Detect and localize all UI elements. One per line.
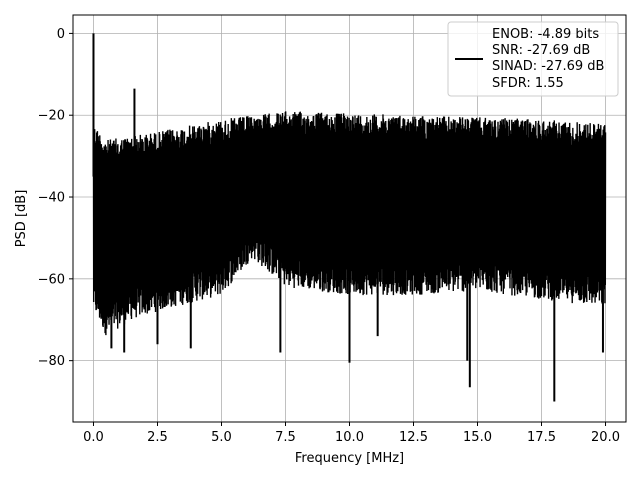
y-axis-label: PSD [dB] bbox=[14, 190, 29, 248]
x-axis-ticks: 0.0 2.5 5.0 7.5 10.0 12.5 15.0 17.5 20.0 bbox=[83, 422, 620, 445]
y-tick-label: −40 bbox=[38, 191, 65, 206]
x-tick-label: 10.0 bbox=[335, 430, 364, 445]
x-tick-label: 15.0 bbox=[463, 430, 492, 445]
psd-series-line bbox=[92, 33, 607, 402]
y-tick-label: −80 bbox=[38, 354, 65, 369]
y-axis-ticks: 0 −20 −40 −60 −80 bbox=[38, 27, 73, 369]
legend-entry-sfdr: SFDR: 1.55 bbox=[492, 76, 564, 91]
x-tick-label: 7.5 bbox=[275, 430, 296, 445]
legend-box bbox=[447, 21, 619, 97]
legend-entry-enob: ENOB: -4.89 bits bbox=[492, 27, 599, 42]
x-tick-label: 5.0 bbox=[211, 430, 232, 445]
y-tick-label: 0 bbox=[57, 27, 65, 42]
y-tick-label: −60 bbox=[38, 272, 65, 287]
x-tick-label: 0.0 bbox=[83, 430, 104, 445]
psd-trace bbox=[92, 111, 607, 336]
x-tick-label: 20.0 bbox=[591, 430, 620, 445]
x-axis-label: Frequency [MHz] bbox=[295, 451, 404, 466]
legend-entry-sinad: SINAD: -27.69 dB bbox=[492, 59, 604, 74]
y-tick-label: −20 bbox=[38, 109, 65, 124]
legend: ENOB: -4.89 bits SNR: -27.69 dB SINAD: -… bbox=[447, 21, 619, 97]
x-tick-label: 17.5 bbox=[527, 430, 556, 445]
x-tick-label: 2.5 bbox=[147, 430, 168, 445]
x-tick-label: 12.5 bbox=[399, 430, 428, 445]
legend-entry-snr: SNR: -27.69 dB bbox=[492, 43, 590, 58]
